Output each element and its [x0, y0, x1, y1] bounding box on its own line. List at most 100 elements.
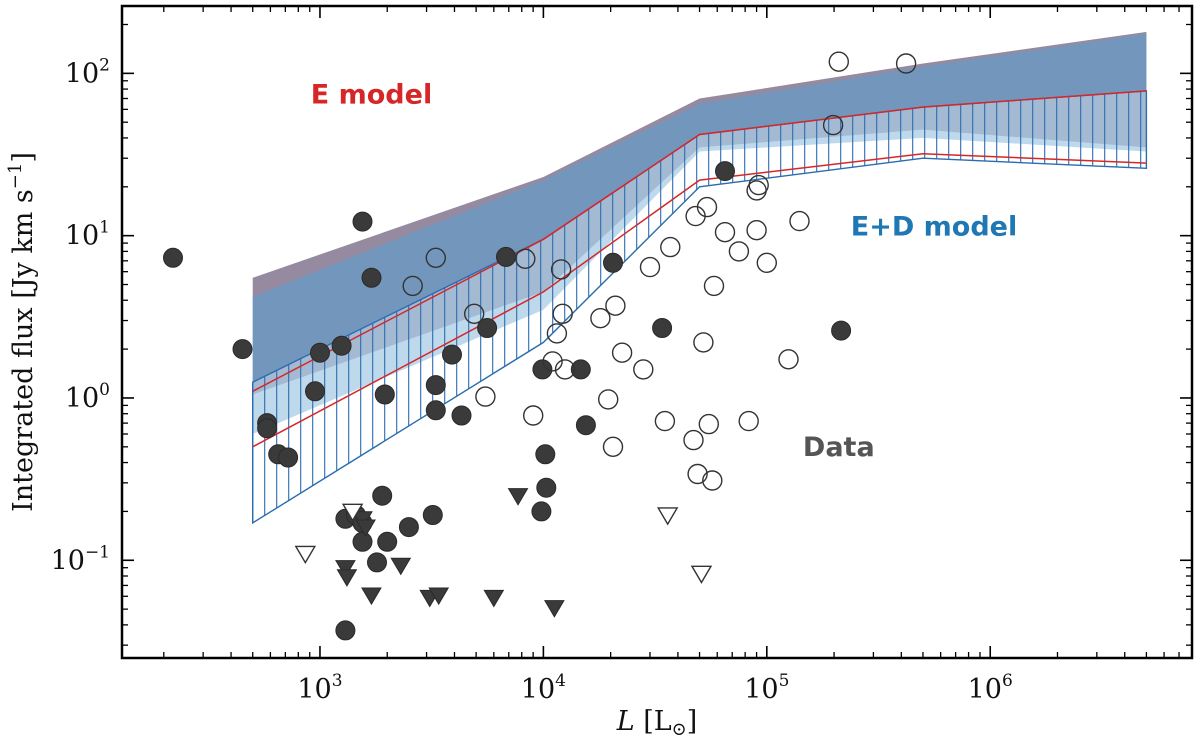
filled-circle-point: [831, 320, 852, 341]
model-median: [252, 152, 1147, 448]
open-circle-point: [654, 410, 676, 432]
open-circle-point: [611, 342, 633, 363]
y-tick-label: 100: [65, 380, 110, 414]
annotation-e-d-model: E+D model: [851, 212, 1017, 243]
open-circle-point: [464, 303, 485, 324]
open-circle-point: [693, 332, 714, 353]
filled-circle-point: [352, 531, 373, 552]
open-triangle-point: [294, 545, 317, 564]
filled-circle-point: [257, 418, 278, 439]
filled-circle-point: [570, 359, 591, 380]
annotation-data: Data: [803, 432, 875, 463]
open-circle-point: [425, 247, 446, 268]
open-circle-point: [523, 405, 544, 426]
open-circle-point: [714, 221, 736, 243]
filled-circle-point: [531, 501, 552, 522]
open-circle-point: [822, 114, 844, 136]
open-circle-point: [402, 275, 423, 297]
x-tick-label: 105: [744, 671, 789, 705]
filled-circle-point: [163, 247, 183, 268]
open-circle-point: [702, 470, 723, 491]
annotations: E model E+D model Data: [311, 80, 1017, 463]
open-circle-point: [475, 386, 496, 407]
open-circle-point: [738, 410, 759, 432]
open-circle-point: [554, 359, 576, 380]
x-tick-label: 103: [297, 671, 342, 705]
filled-triangle-point: [483, 589, 505, 608]
filled-triangle-point: [336, 569, 358, 587]
open-circle-point: [515, 248, 536, 269]
filled-circle-point: [422, 505, 443, 525]
x-tick-label: 104: [521, 671, 566, 705]
filled-circle-point: [335, 620, 356, 641]
open-triangle-point: [690, 565, 713, 584]
filled-triangle-point: [361, 587, 382, 606]
open-circle-point: [696, 196, 718, 218]
open-circle-point: [660, 236, 681, 258]
filled-circle-point: [398, 517, 419, 538]
open-circle-point: [598, 389, 619, 410]
filled-circle-point: [372, 485, 393, 506]
filled-circle-point: [575, 415, 596, 436]
filled-circle-point: [232, 339, 253, 360]
model-upper-line: [252, 90, 1147, 392]
filled-circle-point: [715, 161, 735, 182]
filled-circle-point: [536, 477, 557, 498]
filled-circle-point: [305, 381, 325, 402]
filled-circle-point: [310, 342, 330, 363]
filled-triangle-point: [335, 560, 356, 578]
filled-circle-point: [425, 400, 446, 421]
open-circle-point: [789, 210, 810, 232]
filled-circle-point: [331, 335, 352, 356]
open-circle-point: [639, 256, 661, 278]
open-circle-point: [542, 351, 563, 372]
open-circle-point: [895, 53, 917, 74]
open-circle-point: [546, 323, 568, 344]
open-circle-point: [602, 436, 624, 457]
filled-circle-point: [442, 344, 462, 365]
open-circle-point: [550, 259, 572, 280]
open-circle-point: [605, 295, 626, 316]
filled-circle-point: [603, 252, 623, 273]
y-axis-label: Integrated flux [Jy km s−1]: [5, 152, 39, 512]
filled-circle-point: [352, 211, 373, 232]
filled-circle-point: [361, 267, 382, 288]
axes: 103 104 105 106 10−1 100 101 102 L [L⊙] Integrate…: [5, 4, 1194, 740]
plot-frame: [120, 4, 1194, 660]
open-triangle-point: [341, 503, 364, 522]
open-circle-point: [728, 241, 750, 262]
filled-circle-point: [278, 447, 299, 468]
filled-triangle-point: [428, 587, 450, 606]
y-tick-label: 101: [65, 218, 110, 252]
open-circle-point: [746, 219, 767, 241]
filled-triangle-point: [390, 557, 412, 576]
open-circle-point: [703, 275, 725, 297]
open-circle-point: [683, 429, 704, 451]
filled-circle-point: [496, 246, 516, 267]
filled-circle-point: [652, 318, 673, 338]
filled-triangle-point: [355, 519, 376, 538]
open-circle-point: [687, 463, 708, 485]
open-triangle-point: [656, 507, 679, 526]
y-tick-label: 10−1: [51, 542, 110, 576]
filled-circle-point: [374, 384, 395, 405]
open-circle-point: [828, 51, 849, 72]
filled-circle-point: [535, 444, 556, 465]
filled-circle-point: [425, 375, 446, 396]
filled-triangle-point: [544, 600, 565, 618]
open-circle-point: [552, 303, 573, 324]
x-axis-label: L [L⊙]: [616, 706, 698, 740]
open-circle-point: [698, 413, 719, 435]
open-circle-point: [748, 174, 769, 196]
filled-circle-point: [477, 318, 498, 338]
x-tick-label: 106: [968, 671, 1013, 705]
filled-triangle-point: [507, 488, 529, 506]
y-tick-label: 102: [65, 55, 110, 89]
e-d-model-band: [252, 33, 1147, 435]
open-circle-point: [778, 349, 799, 370]
open-circle-point: [756, 252, 777, 273]
filled-circle-point: [451, 405, 472, 426]
filled-circle-point: [377, 531, 398, 552]
annotation-e-model: E model: [311, 80, 432, 111]
